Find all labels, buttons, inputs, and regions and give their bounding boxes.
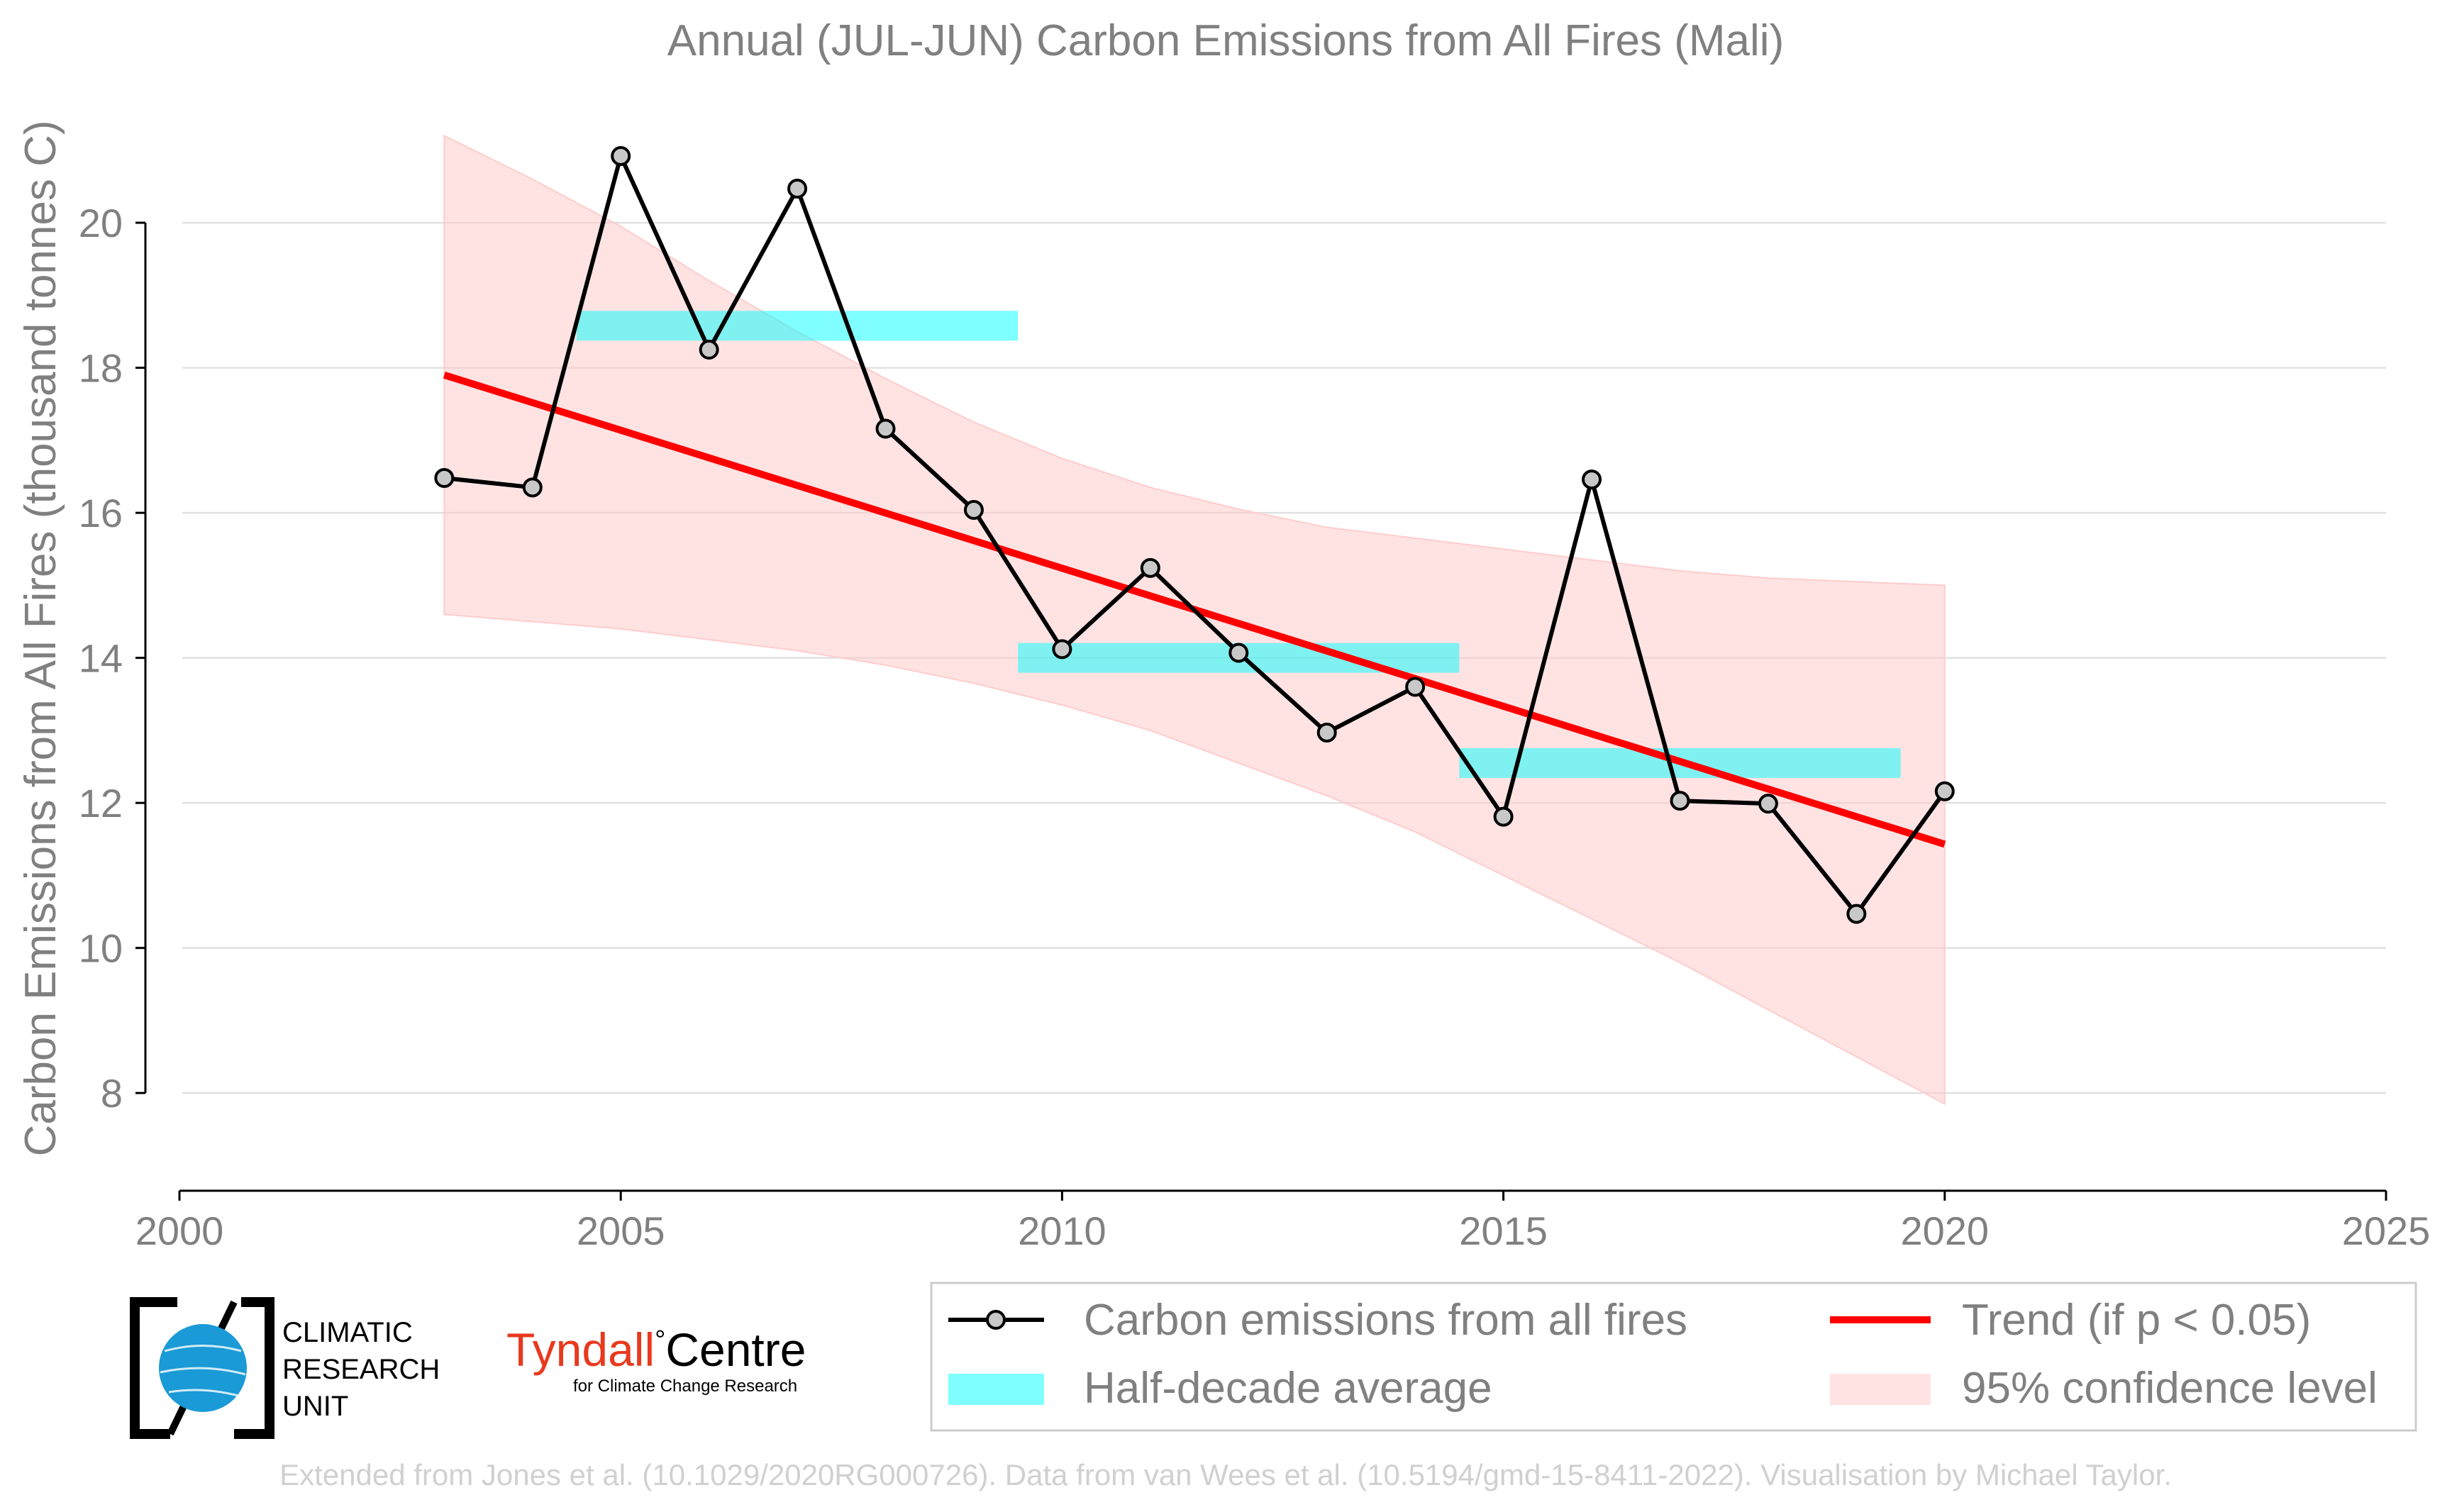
data-point-2018 <box>1758 794 1778 814</box>
cru-text-2: RESEARCH <box>282 1354 440 1385</box>
y-tick-label-12: 12 <box>79 781 123 826</box>
tyndall-logo: Tyndall°Centre for Climate Change Resear… <box>506 1323 806 1396</box>
data-point-2010 <box>1052 639 1072 660</box>
data-point-2007 <box>787 179 808 199</box>
data-point-2016 <box>1582 469 1602 490</box>
data-point-2013 <box>1316 722 1337 743</box>
y-tick-label-8: 8 <box>101 1071 123 1116</box>
y-tick-label-14: 14 <box>79 636 123 681</box>
cru-text-3: UNIT <box>282 1391 348 1422</box>
y-tick-labels: 8 10 12 14 16 18 20 <box>79 201 123 1116</box>
tyndall-subtitle: for Climate Change Research <box>573 1377 797 1396</box>
x-tick-label-2015: 2015 <box>1459 1208 1548 1253</box>
legend: Carbon emissions from all fires Half-dec… <box>930 1282 2417 1432</box>
data-point-2005 <box>611 145 631 166</box>
legend-confidence-label: 95% confidence level <box>1962 1364 2378 1413</box>
y-tick-label-18: 18 <box>79 346 123 391</box>
chart-title: Annual (JUL-JUN) Carbon Emissions from A… <box>667 16 1784 65</box>
axes <box>135 221 2387 1201</box>
data-point-2014 <box>1405 677 1426 697</box>
x-tick-labels: 2000 2005 2010 2015 2020 2025 <box>135 1208 2431 1253</box>
y-tick-label-10: 10 <box>79 926 123 971</box>
data-point-2011 <box>1140 557 1160 578</box>
data-point-2015 <box>1493 806 1514 827</box>
cru-logo-frame <box>130 1297 274 1439</box>
confidence-band-area <box>443 134 1946 1106</box>
y-tick-label-20: 20 <box>79 201 123 245</box>
legend-trend-label: Trend (if p < 0.05) <box>1962 1296 2311 1345</box>
data-point-2003 <box>434 468 455 489</box>
x-tick-label-2025: 2025 <box>2342 1208 2431 1253</box>
legend-box <box>930 1282 2417 1432</box>
tyndall-name: Tyndall <box>506 1323 655 1376</box>
confidence-band <box>443 134 1946 1106</box>
tyndall-centre: Centre <box>665 1323 806 1376</box>
data-point-2012 <box>1228 643 1249 663</box>
x-tick-label-2000: 2000 <box>135 1208 224 1253</box>
x-tick-label-2005: 2005 <box>577 1208 665 1253</box>
half-decade-bar-1 <box>576 311 1019 341</box>
y-tick-label-16: 16 <box>79 491 123 535</box>
x-tick-label-2020: 2020 <box>1901 1208 1990 1253</box>
globe-lines <box>160 1345 246 1397</box>
tyndall-degree: ° <box>655 1325 665 1355</box>
legend-series-label: Carbon emissions from all fires <box>1084 1296 1687 1345</box>
footer-credit: Extended from Jones et al. (10.1029/2020… <box>279 1458 2172 1491</box>
legend-series-marker <box>986 1310 1006 1330</box>
x-tick-label-2010: 2010 <box>1018 1208 1106 1253</box>
data-point-2008 <box>875 418 896 439</box>
legend-confidence-swatch <box>1830 1374 1931 1405</box>
legend-halfdecade-swatch <box>948 1374 1044 1405</box>
data-point-2009 <box>963 500 984 521</box>
series-line <box>444 153 1947 916</box>
data-point-2006 <box>699 340 719 360</box>
data-point-2019 <box>1846 904 1867 924</box>
cru-text-1: CLIMATIC <box>282 1317 413 1348</box>
data-point-2004 <box>522 477 543 498</box>
svg-text:Tyndall°Centre: Tyndall°Centre <box>506 1323 806 1376</box>
data-point-2020 <box>1934 781 1955 801</box>
series-emissions <box>434 145 1955 924</box>
legend-halfdecade-label: Half-decade average <box>1084 1364 1492 1413</box>
cru-logo: CLIMATIC RESEARCH UNIT <box>130 1297 440 1439</box>
data-point-2017 <box>1670 791 1690 811</box>
y-axis-label: Carbon Emissions from All Fires (thousan… <box>16 120 65 1156</box>
